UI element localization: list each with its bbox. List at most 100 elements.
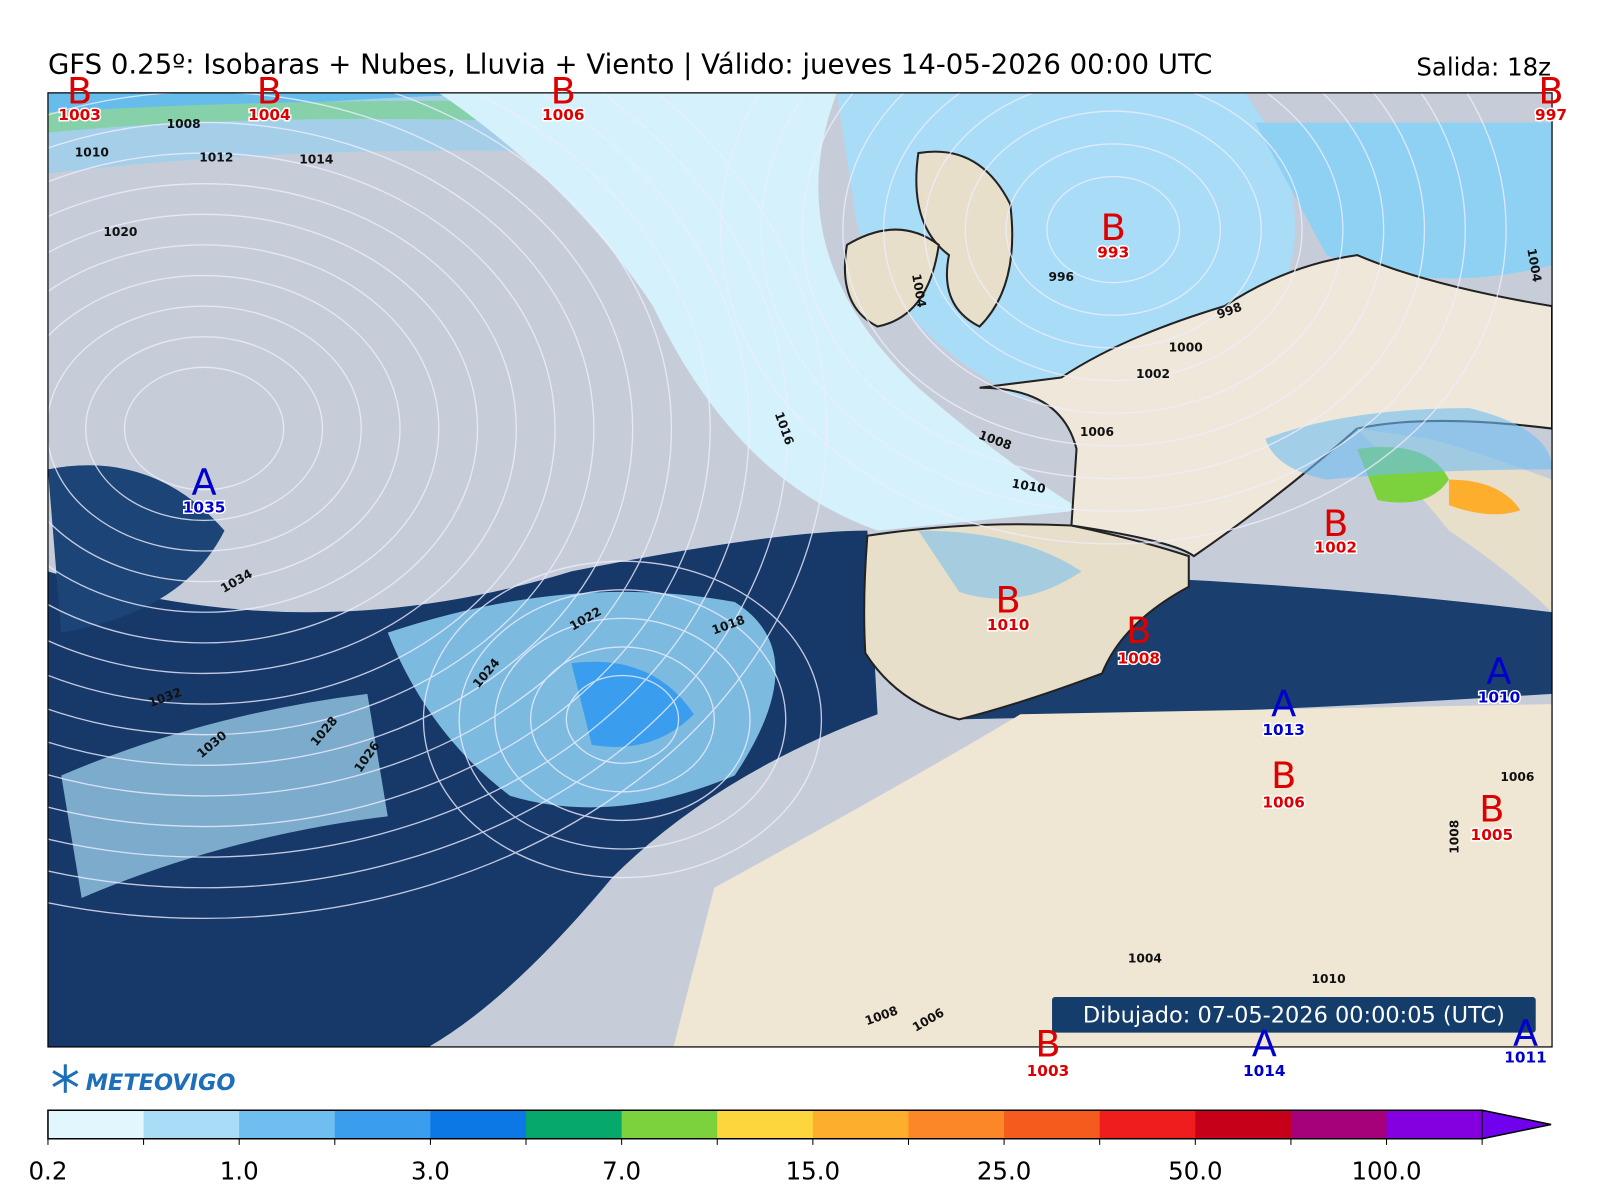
colorbar-extension <box>1481 1109 1552 1140</box>
isobar <box>85 336 324 522</box>
colorbar-swatch <box>621 1110 718 1139</box>
isobar <box>47 305 362 552</box>
colorbar-swatch <box>526 1110 623 1139</box>
center-letter: A <box>1513 1012 1538 1055</box>
center-value: 997 <box>1535 106 1567 124</box>
center-letter: B <box>1126 609 1151 652</box>
precip <box>438 92 1082 531</box>
map-title: GFS 0.25º: Isobaras + Nubes, Lluvia + Vi… <box>48 48 1212 80</box>
center-letter: A <box>1271 683 1296 726</box>
precip <box>1265 408 1553 480</box>
isobar-label: 1014 <box>299 153 333 167</box>
isobar <box>47 152 556 705</box>
center-value: 1010 <box>1478 688 1521 706</box>
center-letter: B <box>551 69 576 112</box>
isobar <box>422 560 823 879</box>
center-value: 993 <box>1097 244 1129 262</box>
colorbar-swatch <box>1195 1110 1292 1139</box>
center-value: 1008 <box>1117 650 1160 668</box>
isobar <box>47 244 440 613</box>
colorbar-label: 1.0 <box>220 1157 259 1186</box>
timestamp-box <box>1052 996 1536 1033</box>
center-value: 1006 <box>542 106 585 124</box>
isobar-label: 1006 <box>1500 770 1534 784</box>
center-value: 1011 <box>1504 1049 1547 1067</box>
colorbar-swatch <box>239 1110 336 1139</box>
center-letter: B <box>1035 1022 1060 1065</box>
isobar <box>47 274 401 583</box>
colorbar-swatch <box>1290 1110 1388 1139</box>
center-value: 1002 <box>1314 538 1357 556</box>
isobar <box>842 92 1385 447</box>
isobar <box>47 92 634 766</box>
colorbar-label: 25.0 <box>977 1157 1031 1186</box>
precip <box>571 661 694 747</box>
isobar-label: 1002 <box>1136 367 1170 381</box>
isobar <box>47 121 595 736</box>
colorbar-swatch <box>1099 1110 1196 1139</box>
isobar-label: 1008 <box>167 117 201 131</box>
isobar-label: 1006 <box>1080 425 1114 439</box>
isobar <box>964 110 1262 349</box>
colorbar-swatch <box>1004 1110 1101 1139</box>
center-letter: B <box>996 579 1021 622</box>
isobar <box>883 92 1344 414</box>
isobar-label: 1010 <box>1312 972 1346 986</box>
isobar <box>565 674 680 764</box>
isobar <box>47 92 828 919</box>
center-letter: B <box>1101 206 1126 249</box>
center-letter: B <box>1271 754 1296 797</box>
isobar-label: 1004 <box>1128 952 1162 966</box>
logo-text: METEOVIGO <box>86 1070 236 1096</box>
isobar <box>1005 143 1222 316</box>
center-value: 1003 <box>58 106 101 124</box>
colorbar-label: 3.0 <box>411 1157 450 1186</box>
isobar <box>47 92 672 797</box>
land <box>673 704 1553 1047</box>
isobar-label: 1004 <box>1524 247 1544 283</box>
isobar <box>47 183 517 675</box>
center-value: 1010 <box>987 616 1030 634</box>
center-value: 1035 <box>183 499 226 517</box>
timestamp: Dibujado: 07-05-2026 00:00:05 (UTC) <box>1083 1002 1505 1028</box>
isobar <box>494 617 751 822</box>
isobar <box>47 92 711 828</box>
isobar-label: 1010 <box>75 146 109 160</box>
colorbar-frame <box>47 1109 1552 1140</box>
colorbar-swatch <box>717 1110 814 1139</box>
precip <box>1448 479 1521 515</box>
isobar <box>47 213 479 644</box>
colorbar: 0.2 1.0 3.0 7.0 15.0 25.0 50.0 100.0 <box>28 1109 1552 1186</box>
isobars <box>47 92 1507 919</box>
center-letter: B <box>1479 788 1504 831</box>
colorbar-swatch <box>1386 1110 1483 1139</box>
isobar-label: 1012 <box>199 151 233 165</box>
center-value: 1014 <box>1243 1062 1286 1080</box>
center-letter: A <box>1252 1022 1277 1065</box>
colorbar-swatch <box>47 1110 145 1139</box>
run-time: Salida: 18z <box>1416 53 1551 82</box>
isobar <box>529 646 715 793</box>
center-value: 1004 <box>248 106 291 124</box>
isobar <box>1046 175 1181 284</box>
center-letter: A <box>192 461 217 504</box>
isobar <box>760 92 1466 512</box>
isobar <box>47 92 750 858</box>
precip <box>918 530 1082 599</box>
isobar <box>458 589 787 850</box>
colorbar-swatch <box>430 1110 527 1139</box>
center-value: 1005 <box>1471 826 1514 844</box>
center-letter: B <box>1538 69 1563 112</box>
isobar-label: 1010 <box>1011 476 1047 496</box>
logo-icon <box>52 1064 79 1093</box>
colorbar-label: 50.0 <box>1168 1157 1222 1186</box>
colorbar-swatch <box>908 1110 1005 1139</box>
dense-cloud <box>47 465 225 633</box>
colorbar-swatch <box>334 1110 431 1139</box>
land <box>863 523 1190 721</box>
precip <box>1255 122 1553 279</box>
center-value: 1003 <box>1027 1062 1070 1080</box>
